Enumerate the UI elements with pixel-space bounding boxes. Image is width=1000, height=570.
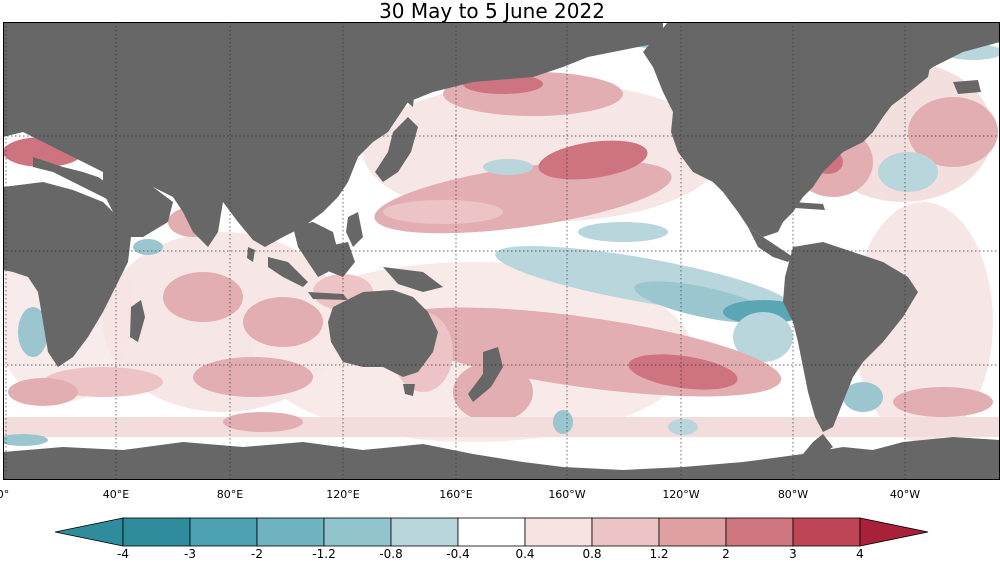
lon-label-40e: 40°E (102, 488, 130, 501)
colorbar-label: 0.4 (515, 547, 535, 561)
south-america (783, 242, 918, 432)
colorbar-label: -0.8 (379, 547, 403, 561)
colorbar-label: 4 (856, 547, 864, 561)
colorbar-label: -1.2 (312, 547, 336, 561)
colorbar-over-extension (859, 517, 929, 547)
arabia (103, 172, 173, 237)
colorbar-label: 0.8 (582, 547, 602, 561)
antarctica (3, 437, 1000, 480)
philippines (346, 212, 363, 247)
colorbar-cell (189, 517, 258, 547)
colorbar-label: 2 (722, 547, 730, 561)
australia (328, 290, 438, 377)
colorbar-cell (390, 517, 459, 547)
colorbar-cell (256, 517, 325, 547)
colorbar-label: -4 (117, 547, 129, 561)
cuba (793, 202, 825, 210)
colorbar-cell (658, 517, 727, 547)
sumatra (268, 257, 308, 287)
lon-label-160w: 160°W (548, 488, 586, 501)
colorbar-cell (323, 517, 392, 547)
greenland (843, 37, 933, 112)
africa (3, 182, 131, 367)
iceland (953, 80, 981, 94)
tasmania (403, 384, 415, 396)
eurasia (3, 22, 663, 247)
colorbar-cell (457, 517, 526, 547)
land-masses (3, 22, 1000, 480)
colorbar-label: 1.2 (649, 547, 669, 561)
sakhalin (407, 82, 415, 107)
lon-label-160e: 160°E (439, 488, 473, 501)
colorbar-label: 3 (789, 547, 797, 561)
map-title: 30 May to 5 June 2022 (379, 0, 605, 23)
new-guinea (383, 267, 443, 292)
lon-label-0: 0° (0, 488, 10, 501)
lon-label-80w: 80°W (777, 488, 809, 501)
new-zealand (468, 347, 503, 402)
colorbar-cell (792, 517, 861, 547)
colorbar-label: -3 (184, 547, 196, 561)
colorbar-cell (725, 517, 794, 547)
central-america (748, 227, 793, 262)
antarctic-peninsula (803, 434, 833, 454)
madagascar (130, 300, 145, 342)
lon-label-80e: 80°E (216, 488, 244, 501)
colorbar-cell (591, 517, 660, 547)
colorbar (55, 517, 929, 547)
colorbar-label: -2 (251, 547, 263, 561)
sst-anomaly-map (3, 22, 1000, 480)
lon-label-40w: 40°W (889, 488, 921, 501)
graticule (3, 22, 1000, 480)
colorbar-label: -0.4 (446, 547, 470, 561)
java (308, 292, 348, 300)
japan (375, 117, 418, 182)
sri-lanka (247, 247, 255, 262)
lon-label-120e: 120°E (326, 488, 360, 501)
colorbar-cell (122, 517, 191, 547)
colorbar-under-extension (55, 517, 124, 547)
lon-label-120w: 120°W (662, 488, 700, 501)
colorbar-cell (524, 517, 593, 547)
